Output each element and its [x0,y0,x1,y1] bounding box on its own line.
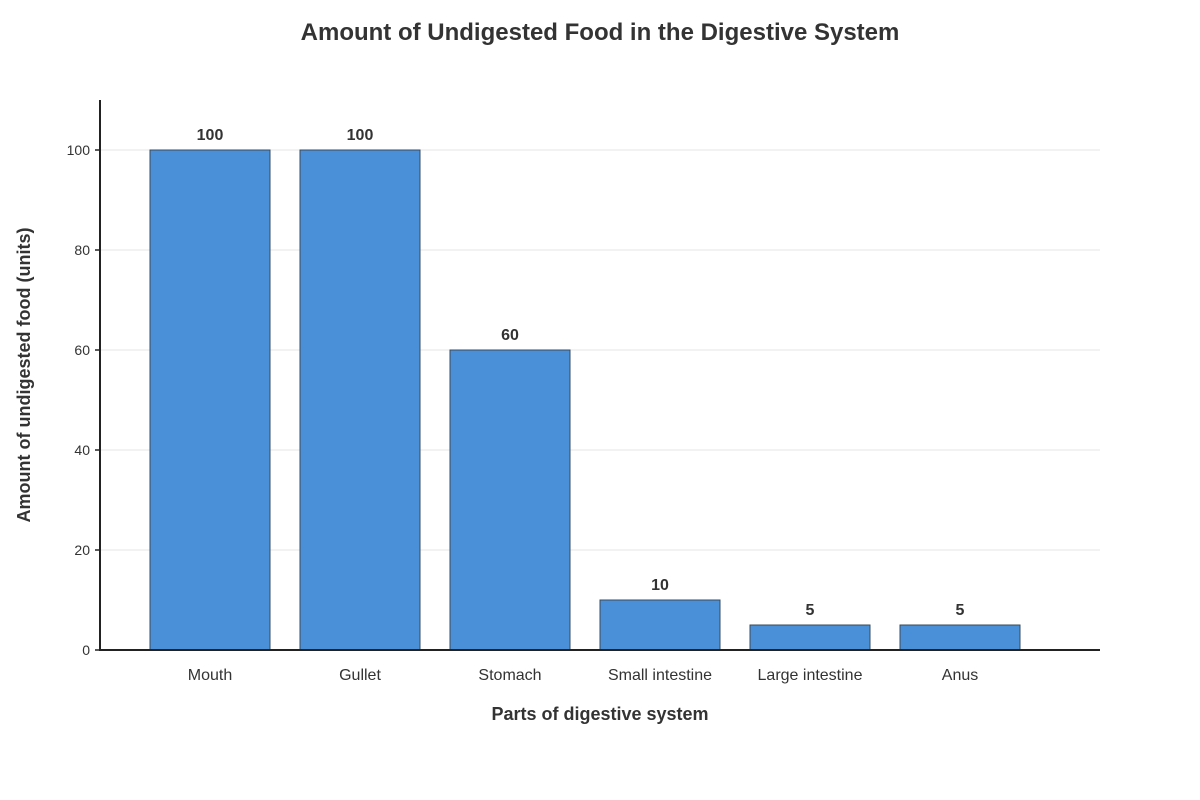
data-label-anus: 5 [956,602,965,619]
data-label-stomach: 60 [501,327,519,344]
x-tick-label-stomach: Stomach [478,667,541,684]
y-tick-label: 60 [74,342,90,358]
bars [149,149,1021,651]
data-label-large-intestine: 5 [806,602,815,619]
data-label-mouth: 100 [197,127,224,144]
data-label-small-intestine: 10 [651,577,669,594]
y-tick-label: 40 [74,442,90,458]
axes [99,100,1100,651]
x-tick-label-gullet: Gullet [339,667,381,684]
data-label-gullet: 100 [347,127,374,144]
x-tick-label-anus: Anus [942,667,978,684]
bar-mouth [149,149,271,651]
y-tick-label: 80 [74,242,90,258]
bar-large-intestine [749,624,871,651]
y-tick-label: 20 [74,542,90,558]
chart-title: Amount of Undigested Food in the Digesti… [301,19,900,46]
y-axis-label: Amount of undigested food (units) [14,228,34,523]
x-tick-label-large-intestine: Large intestine [758,667,863,684]
bar-stomach [449,349,571,651]
y-tick-label: 0 [82,642,90,658]
y-tick-label: 100 [67,142,91,158]
data-labels: 100 100 60 10 5 5 [197,127,965,619]
x-axis-ticks: Mouth Gullet Stomach Small intestine Large i… [188,667,978,684]
x-tick-label-mouth: Mouth [188,667,232,684]
bar-gullet [299,149,421,651]
y-axis-ticks: 0 20 40 60 80 100 [67,142,100,658]
bar-anus [899,624,1021,651]
x-axis-label: Parts of digestive system [491,704,708,724]
x-tick-label-small-intestine: Small intestine [608,667,712,684]
bar-small-intestine [599,599,721,651]
